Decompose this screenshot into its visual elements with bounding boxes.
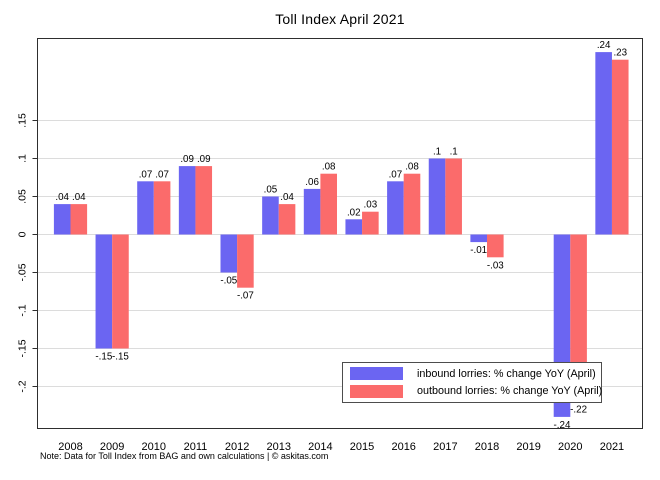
legend-item-inbound: inbound lorries: % change YoY (April) <box>350 367 601 381</box>
x-tick-label-2020: 2020 <box>558 441 582 453</box>
legend-label-outbound: outbound lorries: % change YoY (April) <box>417 385 603 398</box>
bar-value-label-inbound-2015: .02 <box>347 207 361 218</box>
x-tick-label-2019: 2019 <box>516 441 540 453</box>
x-tick-label-2021: 2021 <box>600 441 624 453</box>
legend-item-outbound: outbound lorries: % change YoY (April) <box>350 384 603 398</box>
bar-value-label-outbound-2011: .09 <box>197 154 211 165</box>
x-tick-label-2013: 2013 <box>267 441 291 453</box>
bar-value-label-inbound-2012: -.05 <box>220 276 237 287</box>
bar-outbound-2008 <box>70 204 88 235</box>
x-tick-label-2018: 2018 <box>475 441 499 453</box>
bar-value-label-inbound-2018: -.01 <box>470 245 487 256</box>
x-tick-label-2009: 2009 <box>100 441 124 453</box>
legend: inbound lorries: % change YoY (April) ou… <box>342 362 602 403</box>
bar-value-label-outbound-2014: .08 <box>322 162 336 173</box>
y-tick-label-0: 0 <box>17 231 29 237</box>
x-tick-label-2012: 2012 <box>225 441 249 453</box>
x-tick-label-2008: 2008 <box>58 441 82 453</box>
bar-outbound-2014 <box>320 173 337 235</box>
bar-outbound-2018 <box>487 234 504 258</box>
y-tick-label--.05: -.05 <box>17 263 29 281</box>
x-tick-label-2016: 2016 <box>391 441 415 453</box>
x-tick-label-2014: 2014 <box>308 441 332 453</box>
bar-value-label-inbound-2011: .09 <box>180 154 194 165</box>
bar-inbound-2018 <box>470 234 487 243</box>
bar-value-label-outbound-2017: .1 <box>450 147 458 158</box>
bar-value-label-outbound-2020: -.22 <box>570 405 587 416</box>
x-tick-label-2017: 2017 <box>433 441 457 453</box>
x-tick-label-2015: 2015 <box>350 441 374 453</box>
bar-inbound-2015 <box>345 219 363 235</box>
bar-value-label-outbound-2009: -.15 <box>112 352 129 363</box>
bar-inbound-2009 <box>95 234 113 349</box>
y-tick-label-.1: .1 <box>17 154 29 163</box>
bar-value-label-outbound-2010: .07 <box>155 169 169 180</box>
bar-outbound-2011 <box>195 166 213 235</box>
bar-value-label-inbound-2010: .07 <box>139 169 153 180</box>
x-tick-label-2011: 2011 <box>184 441 208 453</box>
bar-outbound-2016 <box>403 173 421 235</box>
bar-outbound-2020 <box>570 234 587 402</box>
bar-outbound-2012 <box>237 234 254 288</box>
outbound-color-swatch <box>350 384 403 398</box>
bar-inbound-2021 <box>595 52 612 235</box>
inbound-color-swatch <box>350 367 403 381</box>
bar-inbound-2010 <box>137 181 154 235</box>
bar-outbound-2009 <box>112 234 129 349</box>
bar-inbound-2014 <box>303 188 321 235</box>
x-tick-label-2010: 2010 <box>142 441 166 453</box>
legend-label-inbound: inbound lorries: % change YoY (April) <box>417 367 596 380</box>
y-tick-label--.2: -.2 <box>17 380 29 392</box>
bar-inbound-2016 <box>387 181 404 235</box>
y-tick-label--.1: -.1 <box>17 304 29 316</box>
bar-value-label-inbound-2016: .07 <box>389 169 403 180</box>
bar-inbound-2012 <box>220 234 238 273</box>
y-tick-label-.15: .15 <box>17 113 29 128</box>
bar-value-label-inbound-2013: .05 <box>264 185 278 196</box>
bar-value-label-outbound-2013: .04 <box>280 192 294 203</box>
bar-outbound-2015 <box>362 211 379 235</box>
bar-value-label-inbound-2008: .04 <box>55 192 69 203</box>
bar-value-label-inbound-2009: -.15 <box>95 352 112 363</box>
bar-value-label-outbound-2021: .23 <box>613 48 627 59</box>
bar-inbound-2008 <box>53 204 71 235</box>
bar-outbound-2017 <box>445 158 462 235</box>
bar-value-label-outbound-2012: -.07 <box>237 291 254 302</box>
bar-value-label-inbound-2020: -.24 <box>554 420 571 431</box>
bar-outbound-2010 <box>153 181 171 235</box>
bar-value-label-outbound-2015: .03 <box>364 200 378 211</box>
source-note: Note: Data for Toll Index from BAG and o… <box>40 451 329 461</box>
bar-value-label-inbound-2014: .06 <box>305 177 319 188</box>
bar-value-label-outbound-2008: .04 <box>72 192 86 203</box>
bar-inbound-2017 <box>428 158 446 235</box>
plot-border <box>37 38 643 429</box>
bar-inbound-2013 <box>262 196 279 235</box>
bar-inbound-2011 <box>178 166 196 235</box>
y-tick-label--.15: -.15 <box>17 339 29 357</box>
chart-title: Toll Index April 2021 <box>275 11 405 27</box>
bar-value-label-outbound-2016: .08 <box>405 162 419 173</box>
bar-outbound-2021 <box>611 59 629 235</box>
y-tick-label-.05: .05 <box>17 189 29 204</box>
bar-outbound-2013 <box>278 204 296 235</box>
bar-value-label-inbound-2017: .1 <box>433 147 441 158</box>
bar-value-label-outbound-2018: -.03 <box>487 260 504 271</box>
bar-value-label-inbound-2021: .24 <box>597 40 611 51</box>
